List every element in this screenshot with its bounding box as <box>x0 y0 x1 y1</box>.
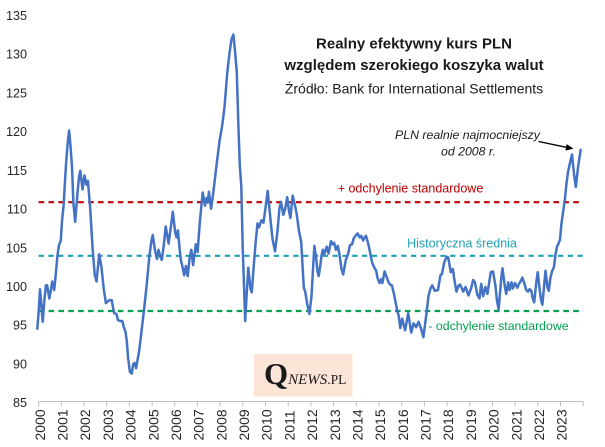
svg-text:2016: 2016 <box>395 409 411 440</box>
svg-text:120: 120 <box>6 125 27 139</box>
svg-text:2002: 2002 <box>77 409 93 440</box>
svg-text:- odchylenie standardowe: - odchylenie standardowe <box>428 319 568 333</box>
svg-text:2019: 2019 <box>463 409 479 440</box>
svg-text:od 2008 r.: od 2008 r. <box>441 145 496 159</box>
svg-text:2008: 2008 <box>213 409 229 440</box>
svg-text:względem szerokiego koszyka wa: względem szerokiego koszyka walut <box>283 57 543 74</box>
svg-text:QNEWS.PL: QNEWS.PL <box>264 356 346 391</box>
svg-text:2006: 2006 <box>168 409 184 440</box>
svg-text:2013: 2013 <box>327 409 343 440</box>
svg-text:2012: 2012 <box>304 409 320 440</box>
svg-text:2001: 2001 <box>55 409 71 440</box>
svg-text:2003: 2003 <box>100 409 116 440</box>
svg-text:2017: 2017 <box>418 409 434 440</box>
svg-text:105: 105 <box>6 241 27 255</box>
svg-text:2022: 2022 <box>531 409 547 440</box>
svg-text:2005: 2005 <box>145 409 161 440</box>
svg-text:2018: 2018 <box>440 409 456 440</box>
svg-text:2011: 2011 <box>281 410 297 440</box>
svg-text:2020: 2020 <box>486 409 502 440</box>
svg-text:+ odchylenie standardowe: + odchylenie standardowe <box>338 182 484 196</box>
svg-text:100: 100 <box>6 280 27 294</box>
svg-text:Źródło: Bank for International: Źródło: Bank for International Settlemen… <box>285 81 543 97</box>
svg-text:2014: 2014 <box>350 409 366 440</box>
svg-text:125: 125 <box>6 86 27 100</box>
svg-text:PLN realnie najmocniejszy: PLN realnie najmocniejszy <box>395 128 541 142</box>
svg-text:2004: 2004 <box>123 409 139 440</box>
svg-text:85: 85 <box>13 396 27 410</box>
svg-text:95: 95 <box>13 319 27 333</box>
svg-text:2021: 2021 <box>508 409 524 440</box>
svg-text:90: 90 <box>13 357 27 371</box>
svg-text:2000: 2000 <box>32 409 48 440</box>
svg-text:2010: 2010 <box>259 409 275 440</box>
svg-text:2007: 2007 <box>191 409 207 440</box>
svg-text:Realny efektywny kurs PLN: Realny efektywny kurs PLN <box>316 36 512 53</box>
svg-text:130: 130 <box>6 48 27 62</box>
svg-text:2009: 2009 <box>236 409 252 440</box>
svg-text:Historyczna średnia: Historyczna średnia <box>407 237 517 251</box>
svg-text:2023: 2023 <box>554 409 570 440</box>
svg-text:115: 115 <box>7 164 27 178</box>
svg-text:110: 110 <box>7 203 27 217</box>
svg-text:2015: 2015 <box>372 409 388 440</box>
svg-text:135: 135 <box>6 9 27 23</box>
